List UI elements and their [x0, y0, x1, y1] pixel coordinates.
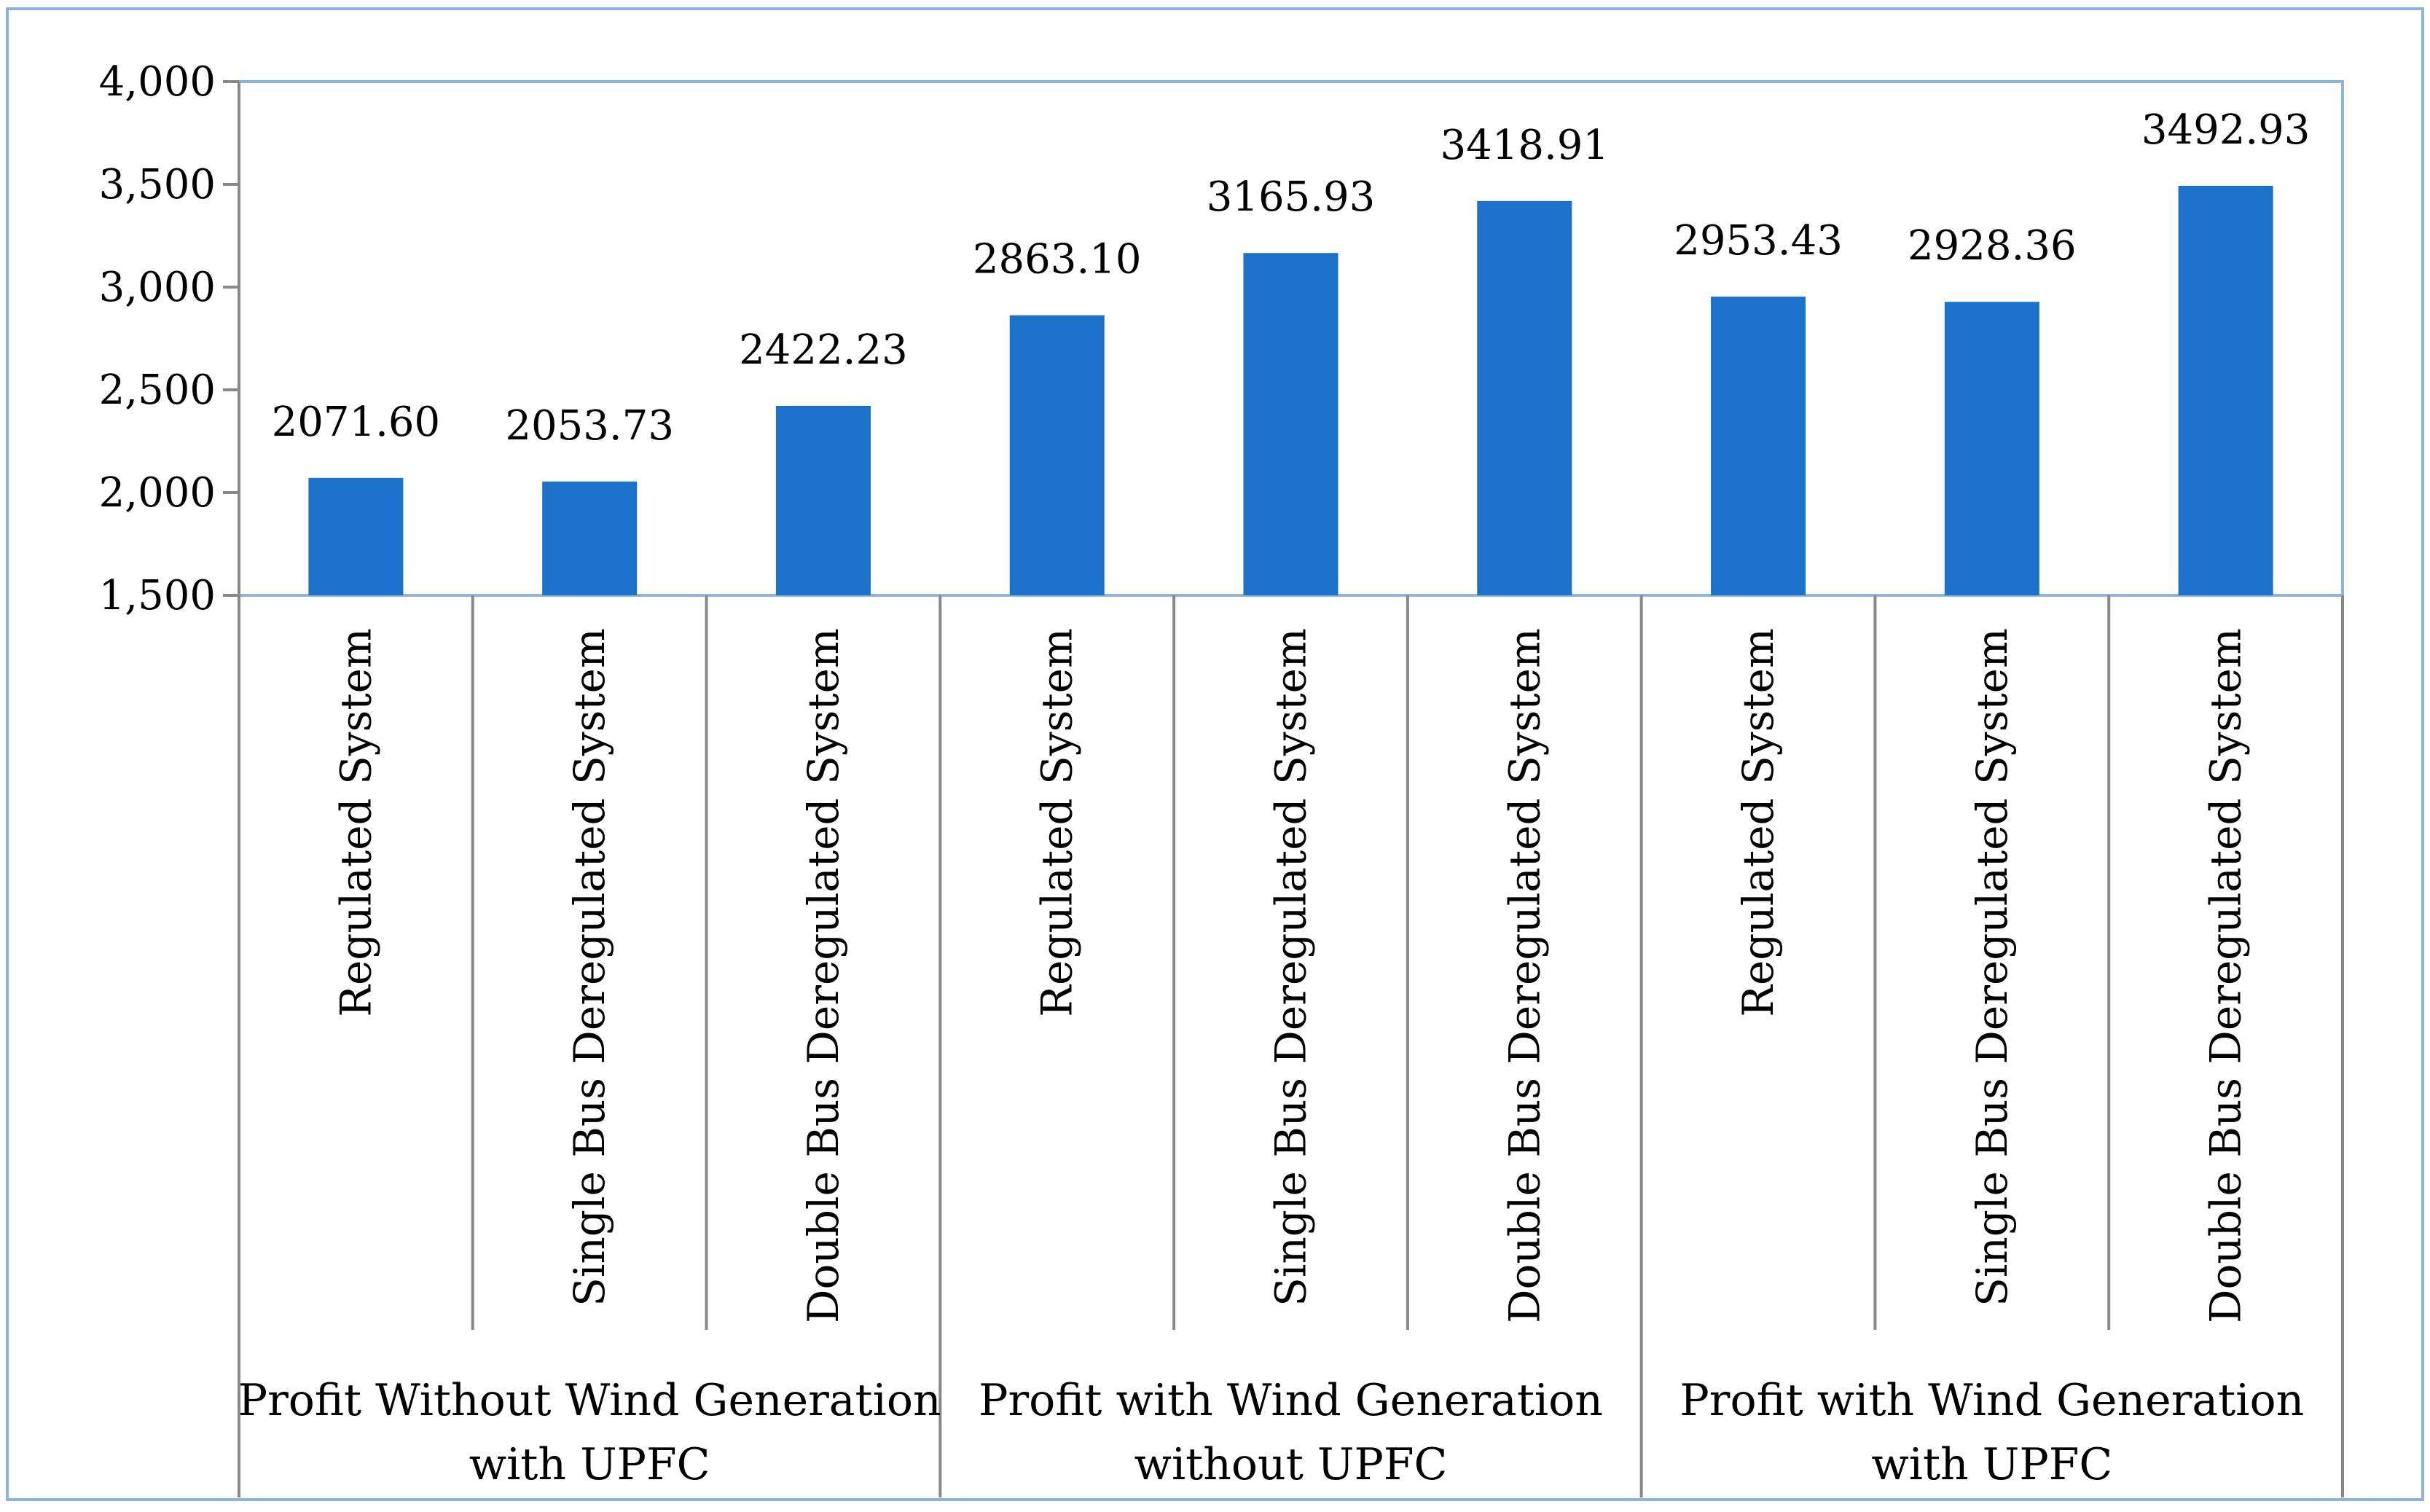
- bar: [1009, 315, 1105, 595]
- group-label-line2: without UPFC: [1134, 1439, 1448, 1490]
- data-label: 2863.10: [973, 236, 1142, 283]
- y-tick-label: 3,000: [99, 264, 216, 311]
- group-label-line1: Profit Without Wind Generation: [238, 1375, 941, 1426]
- y-tick-label: 2,000: [99, 469, 216, 517]
- bar: [1477, 200, 1572, 595]
- bar: [308, 477, 404, 595]
- bar: [1944, 302, 2039, 595]
- data-label: 3492.93: [2141, 106, 2311, 154]
- y-tick-label: 3,500: [99, 161, 216, 208]
- category-label: Double Bus Deregulated System: [1500, 628, 1549, 1323]
- group-label-line1: Profit with Wind Generation: [1680, 1375, 2304, 1426]
- y-tick-label: 1,500: [99, 572, 216, 619]
- data-label: 2053.73: [505, 402, 674, 450]
- bar: [542, 481, 638, 595]
- category-label: Single Bus Deregulated System: [1967, 628, 2017, 1307]
- data-label: 2928.36: [1908, 222, 2077, 270]
- category-label: Double Bus Deregulated System: [2201, 628, 2251, 1323]
- y-tick-label: 2,500: [99, 367, 216, 414]
- bar: [2178, 185, 2273, 595]
- category-label: Regulated System: [1032, 628, 1082, 1017]
- data-label: 3165.93: [1207, 173, 1376, 221]
- bar: [1711, 297, 1806, 595]
- category-label: Single Bus Deregulated System: [1266, 628, 1316, 1307]
- group-label-line2: with UPFC: [469, 1439, 710, 1490]
- category-label: Regulated System: [1733, 628, 1783, 1017]
- outer-frame: [6, 7, 2424, 1501]
- bar: [775, 405, 871, 595]
- data-label: 3418.91: [1440, 122, 1609, 169]
- y-tick-label: 4,000: [99, 58, 216, 106]
- category-label: Single Bus Deregulated System: [565, 628, 614, 1307]
- group-label-line2: with UPFC: [1871, 1439, 2112, 1490]
- group-label-line1: Profit with Wind Generation: [979, 1375, 1603, 1426]
- data-label: 2953.43: [1674, 217, 1843, 265]
- data-label: 2422.23: [739, 326, 908, 374]
- category-label: Double Bus Deregulated System: [799, 628, 848, 1323]
- bar: [1243, 253, 1339, 595]
- data-label: 2071.60: [272, 399, 441, 446]
- category-label: Regulated System: [331, 628, 380, 1017]
